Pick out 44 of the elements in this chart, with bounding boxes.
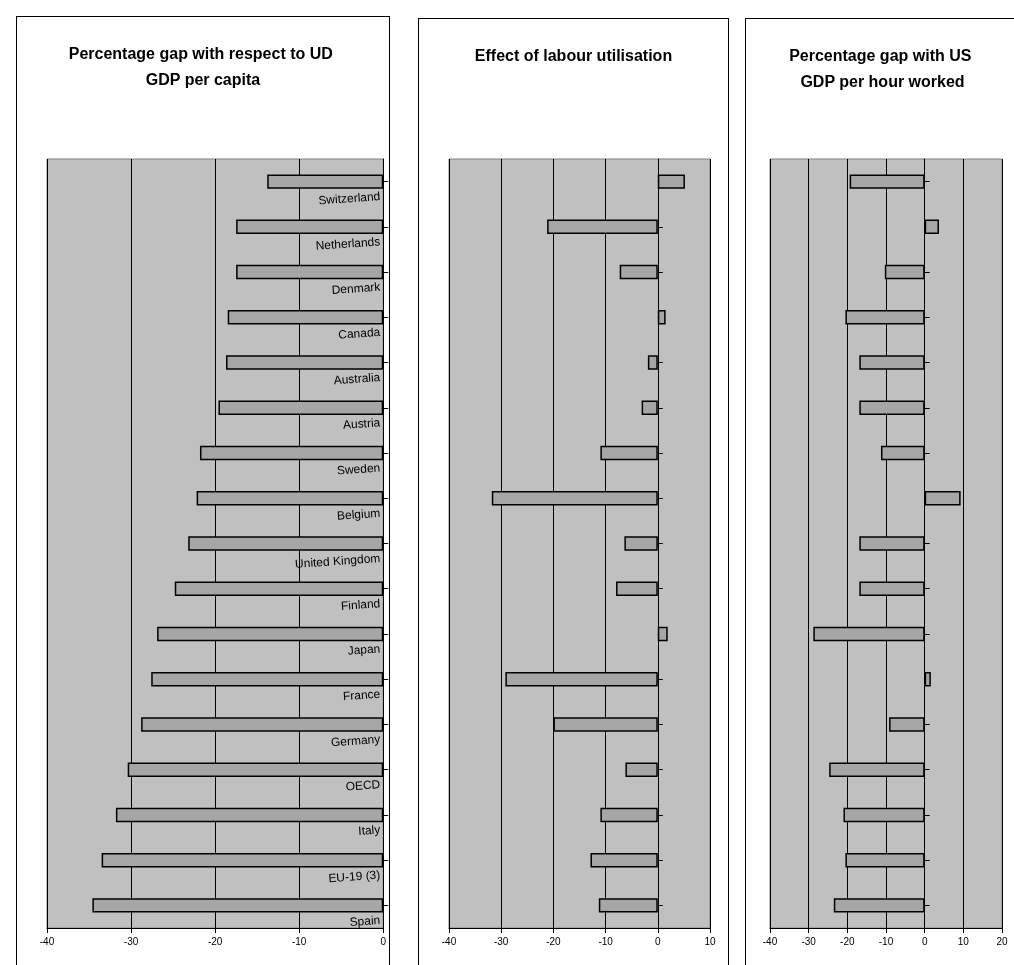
x-tick-label: -40 <box>441 935 457 947</box>
y-tick-label: Netherlands <box>315 234 381 253</box>
bar <box>657 310 666 325</box>
y-tick-label: Denmark <box>331 279 382 297</box>
y-tick-label: Finland <box>340 596 381 613</box>
y-tick-label: EU-19 (3) <box>327 867 381 886</box>
y-tick-label: Belgium <box>336 505 381 523</box>
chart-title: Percentage gap with US GDP per hour worked <box>789 46 976 90</box>
x-tick-label: -20 <box>840 935 855 947</box>
x-tick-label: -40 <box>39 935 55 947</box>
y-tick-label: OECD <box>345 777 382 794</box>
x-tick-label: -30 <box>801 935 817 947</box>
x-tick-label: 0 <box>921 935 928 947</box>
y-tick-label: Canada <box>337 324 382 342</box>
chart-title: Effect of labour utilisation <box>474 46 673 64</box>
x-tick-label: -10 <box>598 935 614 947</box>
bar <box>657 174 685 189</box>
y-tick-label: Germany <box>330 731 381 750</box>
x-tick-label: 20 <box>996 935 1008 947</box>
y-tick-label: Japan <box>347 641 381 658</box>
y-tick-label: Australia <box>333 370 382 388</box>
x-tick-label: 10 <box>704 935 716 947</box>
chart-title: Percentage gap with respect to UD GDP per capita <box>68 44 338 88</box>
bar <box>924 219 939 235</box>
bar <box>924 671 931 687</box>
y-tick-label: Sweden <box>336 460 381 478</box>
y-tick-label: Austria <box>342 415 382 432</box>
x-tick-label: 10 <box>957 935 970 947</box>
x-tick-label: -10 <box>878 935 894 947</box>
y-tick-label: Spain <box>349 912 381 929</box>
x-tick-label: -30 <box>123 935 139 947</box>
x-tick-label: -20 <box>207 935 223 947</box>
x-tick-label: 0 <box>655 935 662 947</box>
x-tick-label: -40 <box>762 935 778 947</box>
x-tick-label: 0 <box>380 935 387 947</box>
x-tick-label: -20 <box>546 935 562 947</box>
x-tick-label: -10 <box>291 935 307 947</box>
bar <box>657 626 668 642</box>
x-tick-label: -30 <box>493 935 509 947</box>
bar <box>924 491 961 506</box>
y-tick-label: United Kingdom <box>294 550 381 571</box>
y-tick-label: France <box>342 686 382 704</box>
y-tick-label: Italy <box>357 822 381 838</box>
y-tick-label: Switzerland <box>317 189 381 208</box>
